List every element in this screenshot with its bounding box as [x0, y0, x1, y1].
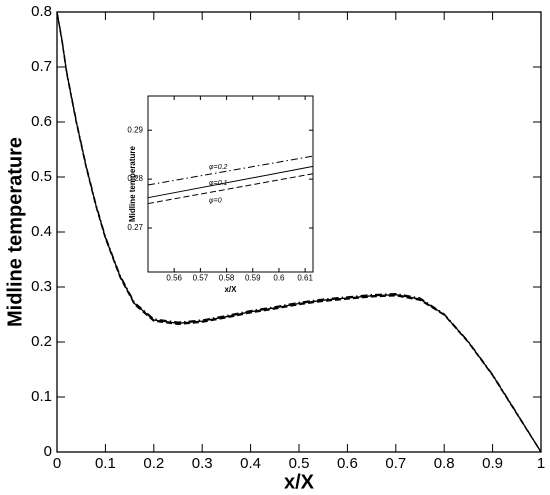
x-tick-label: 0.57	[193, 274, 209, 283]
plot-area	[147, 95, 314, 273]
x-tick-label: 0.7	[385, 455, 406, 472]
y-tick-label: 0.2	[31, 333, 52, 350]
series-label: φ=0.2	[209, 164, 227, 171]
y-tick-label: 0.3	[31, 278, 52, 295]
y-tick-label: 0.7	[31, 58, 52, 75]
x-tick-label: 0.61	[297, 274, 313, 283]
y-tick-label: 0.4	[31, 223, 52, 240]
y-tick-label: 0.5	[31, 168, 52, 185]
x-tick-label: 0.56	[166, 274, 182, 283]
y-tick-label: 0	[44, 443, 52, 460]
series-line	[56, 11, 542, 453]
x-axis-label: x/X	[224, 285, 237, 294]
y-tick-label: 0.28	[127, 174, 143, 183]
y-axis-label: Midline temperature	[4, 137, 26, 327]
x-tick-label: 0.59	[245, 274, 261, 283]
series-line	[147, 165, 314, 199]
x-axis-label: x/X	[284, 471, 315, 493]
x-tick-label: 0.5	[289, 455, 310, 472]
y-tick-label: 0.1	[31, 388, 52, 405]
y-tick-label: 0.27	[127, 223, 143, 232]
x-tick-label: 1	[537, 455, 545, 472]
x-tick-label: 0.4	[240, 455, 261, 472]
x-tick-label: 0.3	[192, 455, 213, 472]
x-tick-label: 0	[53, 455, 61, 472]
y-tick-label: 0.8	[31, 3, 52, 20]
y-axis-label: Midline temperature	[128, 145, 137, 222]
x-tick-label: 0.9	[482, 455, 503, 472]
x-tick-label: 0.6	[337, 455, 358, 472]
series-label: φ=0.1	[209, 180, 227, 187]
y-tick-label: 0.6	[31, 113, 52, 130]
x-tick-label: 0.2	[143, 455, 164, 472]
series-line	[147, 155, 314, 186]
x-tick-label: 0.8	[434, 455, 455, 472]
series-line	[147, 173, 314, 205]
x-tick-label: 0.6	[273, 274, 285, 283]
x-tick-label: 0.1	[95, 455, 116, 472]
x-tick-label: 0.58	[219, 274, 235, 283]
series-label: φ=0	[209, 197, 222, 204]
y-tick-label: 0.29	[127, 125, 143, 134]
